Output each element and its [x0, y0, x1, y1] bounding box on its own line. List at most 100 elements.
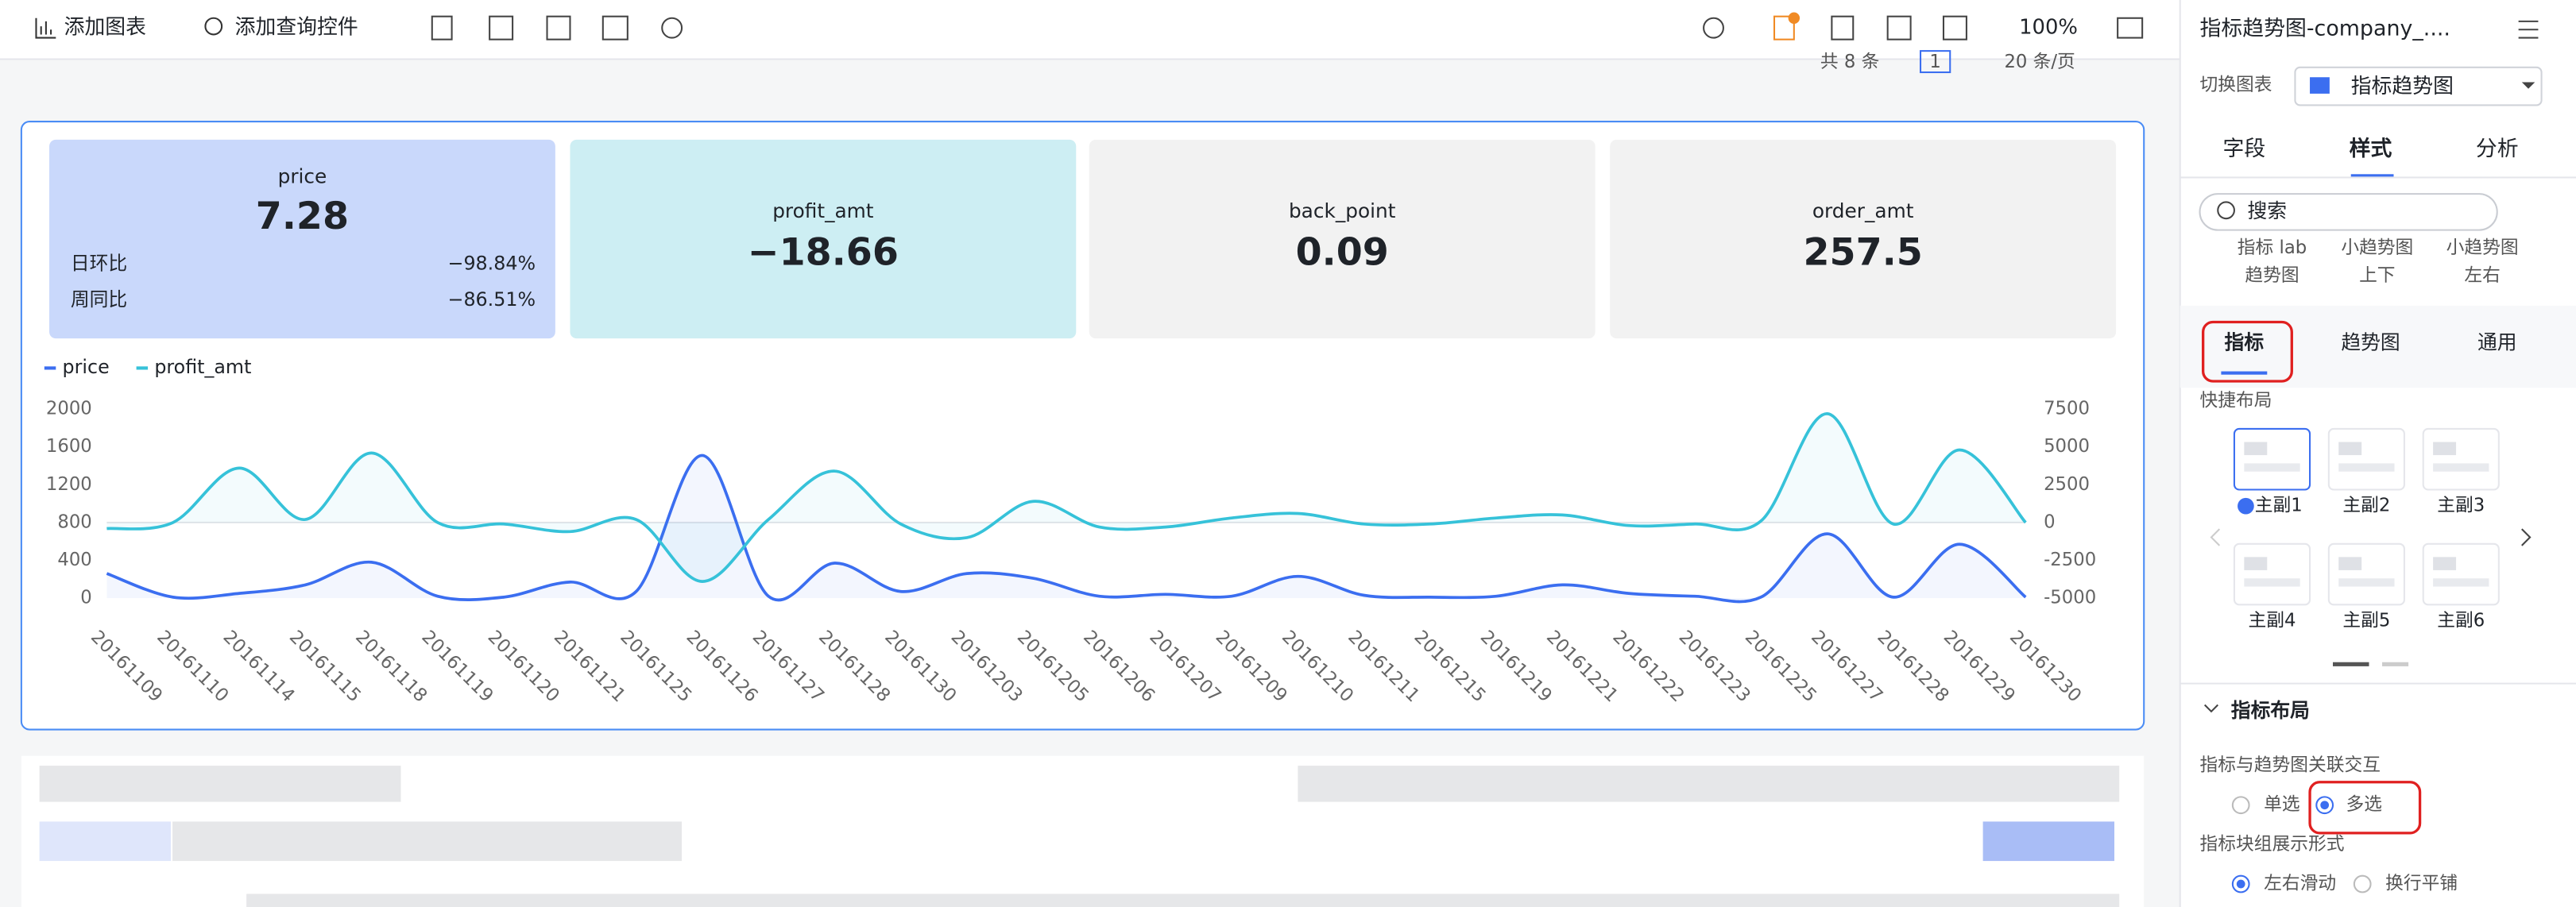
thumb-block: [2433, 442, 2457, 456]
selected-icon: [2238, 497, 2254, 515]
subtab[interactable]: 通用: [2477, 330, 2517, 353]
chart-type-select[interactable]: [2294, 66, 2543, 106]
y-tick-label: 0: [80, 588, 91, 608]
chart-type-value: 指标趋势图: [2351, 75, 2454, 98]
icon-share[interactable]: [1703, 17, 1724, 39]
kpi-card[interactable]: [570, 139, 1077, 339]
kpi-card[interactable]: [49, 139, 555, 339]
search-icon: [204, 17, 223, 36]
blurred-content: [21, 755, 2145, 907]
icon-settings[interactable]: [2117, 17, 2144, 39]
highlight-box: [2202, 320, 2293, 383]
radio-label[interactable]: 单选: [2264, 794, 2299, 815]
kpi-title: order_amt: [1812, 199, 1914, 222]
pager-size[interactable]: 20 条/页: [2004, 52, 2075, 72]
layout-label[interactable]: 主副3: [2437, 496, 2485, 516]
layout-thumb[interactable]: [2233, 542, 2311, 606]
search-placeholder: 搜索: [2247, 199, 2287, 222]
radio[interactable]: [2231, 796, 2250, 815]
layout-label[interactable]: 主副2: [2342, 496, 2390, 516]
thumb-block: [2338, 463, 2395, 472]
style-option[interactable]: 指标 lab: [2238, 237, 2307, 258]
tab-active[interactable]: 样式: [2350, 136, 2392, 161]
tab[interactable]: 字段: [2222, 137, 2265, 161]
layout-label[interactable]: 主副5: [2342, 611, 2390, 631]
radio-dot: [2320, 801, 2330, 810]
prev-arrow[interactable]: [2210, 528, 2221, 546]
thumb-block: [2433, 578, 2489, 587]
y-tick-label: 1200: [46, 474, 92, 495]
thumb-block: [2338, 578, 2395, 587]
thumb-block: [2338, 557, 2362, 570]
thumb-block: [2433, 557, 2457, 570]
collapse-icon[interactable]: [2203, 704, 2218, 713]
zoom-label[interactable]: 100%: [2019, 16, 2078, 40]
y-tick-label: 1600: [46, 436, 92, 457]
layout-grid: 主副1 主副2 主副3 主副4 主副5 主副6: [2233, 427, 2500, 631]
layout-thumb[interactable]: [2422, 542, 2500, 606]
icon-theme[interactable]: [1831, 15, 1855, 41]
radio-label[interactable]: 多选: [2346, 794, 2382, 815]
search-box[interactable]: [2199, 193, 2498, 231]
search-icon: [2217, 201, 2235, 220]
subtab-active[interactable]: 指标: [2225, 330, 2265, 353]
add-chart-button[interactable]: 添加图表: [35, 16, 146, 40]
style-option[interactable]: 趋势图: [2245, 265, 2299, 286]
blur: [246, 893, 2120, 907]
layout-thumb[interactable]: [2327, 427, 2405, 491]
icon-check[interactable]: [1942, 15, 1967, 41]
y-tick-label: 400: [57, 550, 91, 570]
icon-table[interactable]: [489, 15, 514, 41]
legend-label: price: [63, 356, 110, 378]
y2-tick-label: -5000: [2044, 588, 2096, 608]
y-tick-label: 800: [57, 511, 91, 532]
add-filter-button[interactable]: 添加查询控件: [204, 16, 358, 40]
menu-icon[interactable]: [2518, 20, 2539, 39]
next-arrow[interactable]: [2521, 528, 2532, 546]
kpi-title: price: [278, 164, 327, 187]
option-label: 指标与趋势图关联交互: [2200, 755, 2381, 776]
add-chart-label: 添加图表: [64, 16, 146, 40]
pager-current-box[interactable]: [1919, 50, 1951, 74]
radio[interactable]: [2353, 874, 2372, 893]
tab[interactable]: 分析: [2476, 137, 2519, 161]
switch-chart-label: 切换图表: [2200, 75, 2272, 95]
kpi-value: 257.5: [1803, 231, 1922, 275]
icon-image[interactable]: [601, 15, 629, 41]
blur: [172, 821, 683, 862]
kpi-value: 0.09: [1296, 231, 1389, 275]
kpi-card[interactable]: [1089, 139, 1595, 339]
radio-label[interactable]: 左右滑动: [2264, 874, 2336, 894]
style-option[interactable]: 左右: [2464, 265, 2500, 286]
layout-thumb[interactable]: [2233, 427, 2311, 491]
icon-layout[interactable]: [431, 15, 453, 41]
legend-label: profit_amt: [154, 356, 251, 378]
kpi-card[interactable]: [1610, 139, 2117, 339]
style-option[interactable]: 小趋势图: [2446, 237, 2519, 258]
kpi-title: back_point: [1289, 199, 1396, 222]
chart-type-icon: [2310, 77, 2330, 94]
icon-preview[interactable]: [1886, 15, 1912, 41]
layout-thumb[interactable]: [2422, 427, 2500, 491]
layout-label[interactable]: 主副1: [2255, 496, 2303, 516]
option-label: 指标块组展示形式: [2200, 834, 2345, 855]
icon-link[interactable]: [661, 17, 683, 39]
notification-dot: [1788, 12, 1800, 24]
layout-thumb[interactable]: [2327, 542, 2405, 606]
subtab-indicator: [2221, 371, 2268, 375]
kpi-title: profit_amt: [772, 199, 874, 222]
layout-label[interactable]: 主副6: [2437, 611, 2485, 631]
thumb-block: [2433, 463, 2489, 472]
layout-label[interactable]: 主副4: [2249, 611, 2296, 631]
style-option[interactable]: 小趋势图: [2341, 237, 2413, 258]
icon-text[interactable]: [546, 15, 571, 41]
kpi-compare-value: −98.84%: [448, 253, 536, 275]
blur: [1982, 821, 2115, 862]
page-dot: [2382, 662, 2409, 666]
subtab[interactable]: 趋势图: [2341, 330, 2400, 353]
style-option[interactable]: 上下: [2359, 265, 2395, 286]
pager-current[interactable]: 1: [1929, 52, 1940, 72]
icon-report[interactable]: [1773, 15, 1795, 41]
radio-label[interactable]: 换行平铺: [2385, 874, 2458, 894]
